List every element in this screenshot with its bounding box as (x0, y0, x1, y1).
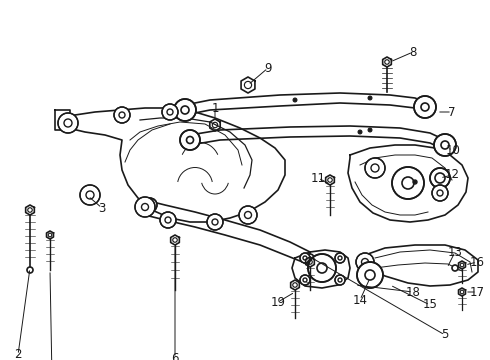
Circle shape (392, 167, 424, 199)
Circle shape (430, 168, 450, 188)
Text: 6: 6 (171, 351, 179, 360)
Text: 14: 14 (352, 293, 368, 306)
Circle shape (174, 99, 196, 121)
Text: 16: 16 (469, 256, 485, 269)
Circle shape (413, 180, 417, 184)
Circle shape (414, 96, 436, 118)
Circle shape (300, 275, 310, 285)
Text: 9: 9 (264, 62, 272, 75)
Circle shape (432, 185, 448, 201)
Circle shape (452, 265, 458, 271)
Circle shape (434, 134, 456, 156)
Circle shape (358, 130, 362, 134)
Circle shape (308, 254, 336, 282)
Circle shape (143, 198, 157, 212)
Text: 1: 1 (211, 102, 219, 114)
Circle shape (162, 104, 178, 120)
Circle shape (368, 96, 372, 100)
Circle shape (180, 130, 200, 150)
Circle shape (357, 262, 383, 288)
Text: 12: 12 (444, 168, 460, 181)
Circle shape (135, 197, 155, 217)
Text: 13: 13 (447, 246, 463, 258)
Circle shape (58, 113, 78, 133)
Circle shape (293, 98, 297, 102)
Text: 19: 19 (270, 296, 286, 309)
Circle shape (114, 107, 130, 123)
Text: 8: 8 (409, 45, 416, 58)
Text: 5: 5 (441, 328, 449, 342)
Circle shape (239, 206, 257, 224)
Text: 15: 15 (422, 298, 438, 311)
Text: 18: 18 (406, 285, 420, 298)
Circle shape (306, 254, 314, 262)
Circle shape (80, 185, 100, 205)
Circle shape (335, 253, 345, 263)
Text: 17: 17 (469, 285, 485, 298)
Circle shape (368, 128, 372, 132)
Text: 11: 11 (311, 171, 325, 184)
Circle shape (335, 275, 345, 285)
Text: 7: 7 (448, 105, 456, 118)
Text: 10: 10 (445, 144, 461, 157)
Circle shape (300, 253, 310, 263)
Circle shape (160, 212, 176, 228)
Circle shape (207, 214, 223, 230)
Circle shape (365, 158, 385, 178)
Text: 3: 3 (98, 202, 106, 215)
Text: 2: 2 (14, 348, 22, 360)
Circle shape (27, 267, 33, 273)
Circle shape (356, 253, 374, 271)
